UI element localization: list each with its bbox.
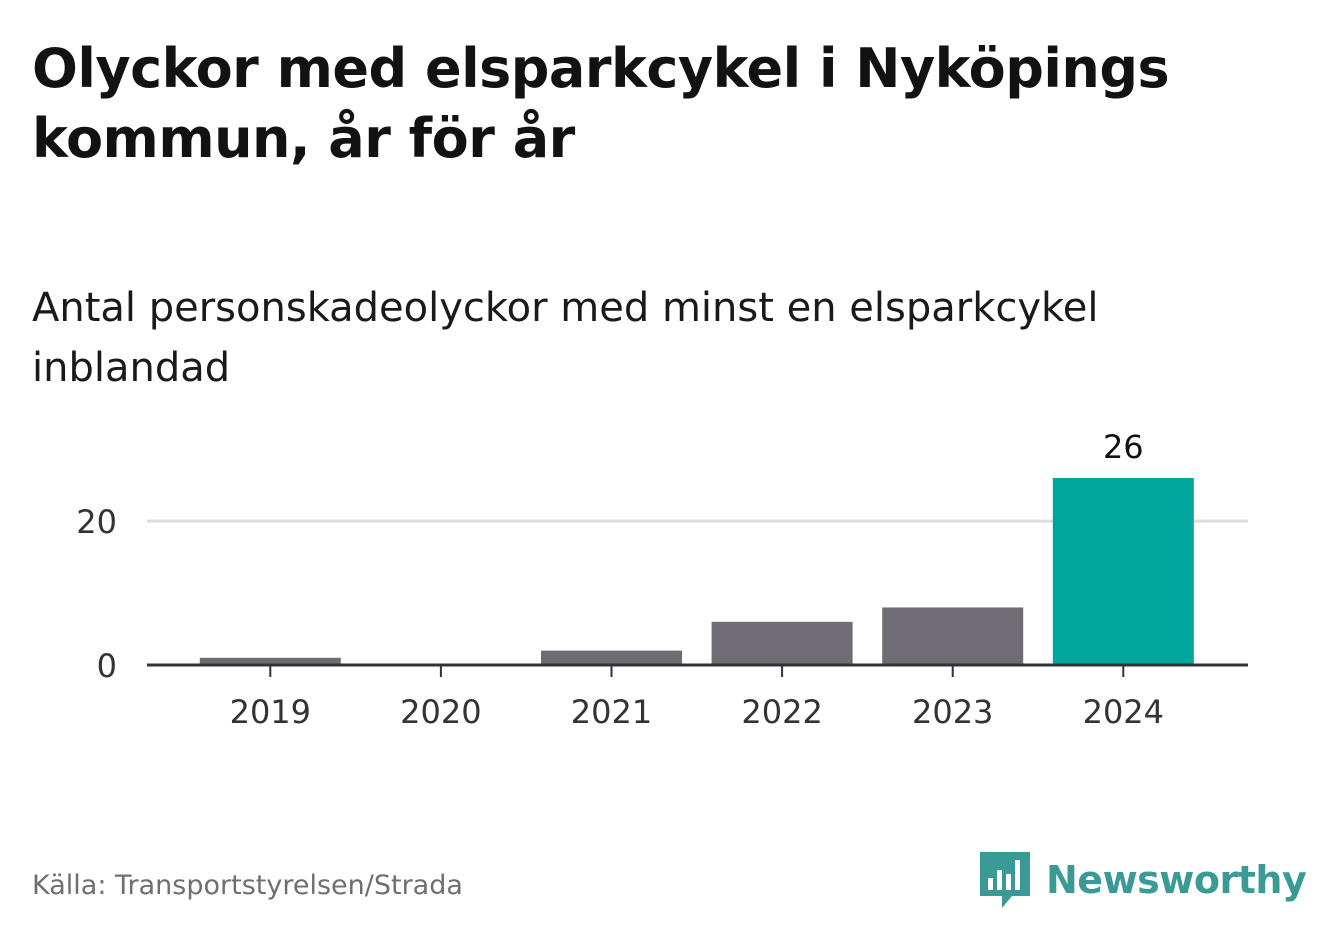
chart-subtitle: Antal personskadeolyckor med minst en el… — [32, 285, 1099, 391]
x-tick-label: 2024 — [1083, 693, 1164, 731]
y-tick-label: 20 — [76, 503, 117, 541]
bar — [1052, 478, 1194, 665]
brand: Newsworthy — [980, 850, 1307, 910]
bar — [199, 657, 341, 665]
newsworthy-logo-icon — [980, 852, 1030, 908]
y-tick-label: 0 — [97, 647, 117, 685]
x-tick-label: 2019 — [230, 693, 311, 731]
data-label: 26 — [1103, 428, 1144, 466]
chart-title: Olyckor med elsparkcykel i Nyköpings kom… — [32, 37, 1170, 170]
source-note: Källa: Transportstyrelsen/Strada — [32, 870, 463, 901]
x-tick-label: 2021 — [571, 693, 652, 731]
x-tick-label: 2020 — [400, 693, 481, 731]
bar — [882, 607, 1024, 665]
x-tick-label: 2022 — [741, 693, 822, 731]
bar — [711, 621, 853, 665]
brand-name: Newsworthy — [1046, 858, 1307, 902]
bar — [541, 650, 682, 665]
x-tick-label: 2023 — [912, 693, 993, 731]
